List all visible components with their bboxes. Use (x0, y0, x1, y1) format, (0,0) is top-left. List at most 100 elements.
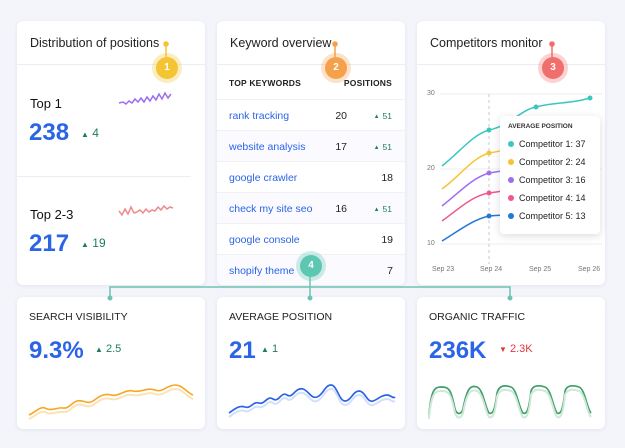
legend-dot (508, 141, 514, 147)
top23-delta: ▲ 19 (81, 236, 106, 250)
top1-sparkline (118, 91, 172, 105)
up-arrow-icon: ▲ (261, 345, 269, 354)
legend-value: 24 (575, 157, 586, 167)
legend-title: AVERAGE POSITION (508, 123, 573, 130)
keyword-change-value: 51 (382, 142, 392, 152)
keyword-title: Keyword overview (230, 36, 332, 50)
legend-item: Competitor 3: 16 (508, 175, 586, 185)
up-arrow-icon: ▲ (373, 207, 380, 213)
avg-position-delta: ▲ 1 (261, 343, 278, 355)
col-positions: POSITIONS (343, 78, 392, 88)
traffic-delta: ▼ 2.3K (499, 343, 533, 355)
legend-item: Competitor 1: 37 (508, 139, 586, 149)
callout-badge-2: 2 (325, 57, 347, 79)
visibility-delta-value: 2.5 (105, 343, 122, 355)
keyword-change: ▲ 51 (374, 142, 392, 152)
x-tick-label: Sep 24 (480, 266, 503, 273)
competitors-legend-tooltip: AVERAGE POSITION Competitor 1: 37 Compet… (500, 116, 600, 234)
visibility-title: SEARCH VISIBILITY (29, 311, 128, 323)
y-tick-label: 20 (427, 165, 435, 172)
distribution-divider (17, 176, 191, 177)
legend-dot (508, 177, 514, 183)
keyword-position: 20 (335, 110, 347, 122)
top1-label: Top 1 (30, 96, 62, 111)
up-arrow-icon: ▲ (81, 240, 89, 249)
competitor-1-point (486, 127, 492, 133)
y-tick-label: 10 (427, 240, 435, 247)
legend-item: Competitor 5: 13 (508, 211, 586, 221)
table-row: google crawler 18 (217, 161, 405, 192)
keyword-change: ▲ 51 (374, 111, 392, 121)
down-arrow-icon: ▼ (499, 345, 507, 354)
up-arrow-icon: ▲ (373, 145, 380, 151)
keyword-link[interactable]: google console (229, 234, 300, 246)
competitor-5-point (486, 213, 492, 219)
top23-delta-value: 19 (92, 236, 106, 250)
legend-dot (508, 213, 514, 219)
keyword-change-value: 51 (382, 204, 392, 214)
visibility-delta: ▲ 2.5 (95, 343, 121, 355)
legend-dot (508, 159, 514, 165)
competitors-title: Competitors monitor (430, 36, 543, 50)
legend-name: Competitor 1 (519, 139, 571, 149)
legend-name: Competitor 5 (519, 211, 571, 221)
legend-name: Competitor 2 (519, 157, 571, 167)
visibility-value: 9.3% (29, 337, 84, 364)
legend-item: Competitor 2: 24 (508, 157, 586, 167)
keyword-change: ▲ 51 (374, 204, 392, 214)
x-tick-label: Sep 25 (529, 266, 552, 273)
callout-badge-4: 4 (300, 255, 322, 277)
keyword-link[interactable]: shopify theme (229, 265, 295, 277)
average-position-card: AVERAGE POSITION 21 ▲ 1 (217, 297, 405, 429)
legend-value: 13 (575, 211, 586, 221)
keyword-position: 17 (335, 141, 347, 153)
visibility-sparkline (28, 384, 194, 420)
callout-badge-1: 1 (156, 57, 178, 79)
keyword-link[interactable]: check my site seo (229, 203, 313, 215)
top1-value: 238 (29, 119, 70, 146)
competitor-1-point (587, 95, 593, 101)
col-top-keywords: TOP KEYWORDS (229, 78, 301, 88)
distribution-card-header: Distribution of positions (17, 21, 205, 65)
keyword-position: 16 (335, 203, 347, 215)
legend-name: Competitor 4 (519, 193, 571, 203)
competitor-2-point (486, 150, 492, 156)
x-tick-label: Sep 26 (578, 266, 601, 273)
keyword-position: 7 (387, 265, 393, 277)
keyword-position: 19 (381, 234, 393, 246)
keyword-link[interactable]: google crawler (229, 172, 298, 184)
competitor-1-point (533, 104, 539, 110)
table-row: check my site seo 16 ▲ 51 (217, 192, 405, 223)
competitor-4-point (486, 190, 492, 196)
legend-item: Competitor 4: 14 (508, 193, 586, 203)
top23-value: 217 (29, 230, 70, 257)
traffic-sparkline (428, 384, 592, 420)
table-row: website analysis 17 ▲ 51 (217, 130, 405, 161)
search-visibility-card: SEARCH VISIBILITY 9.3% ▲ 2.5 (17, 297, 205, 429)
avg-position-value: 21 (229, 337, 256, 364)
table-row: rank tracking 20 ▲ 51 (217, 99, 405, 130)
distribution-title: Distribution of positions (30, 36, 160, 50)
keyword-position: 18 (381, 172, 393, 184)
avg-position-sparkline (228, 384, 396, 418)
organic-traffic-card: ORGANIC TRAFFIC 236K ▼ 2.3K (417, 297, 605, 429)
top23-label: Top 2-3 (30, 207, 74, 222)
up-arrow-icon: ▲ (95, 345, 103, 354)
keyword-link[interactable]: website analysis (229, 141, 306, 153)
up-arrow-icon: ▲ (81, 130, 89, 139)
top1-delta-value: 4 (92, 126, 99, 140)
y-tick-label: 30 (427, 90, 435, 97)
keyword-card-header: Keyword overview (217, 21, 405, 65)
callout-badge-3: 3 (542, 57, 564, 79)
up-arrow-icon: ▲ (373, 114, 380, 120)
keyword-link[interactable]: rank tracking (229, 110, 290, 122)
traffic-delta-value: 2.3K (509, 343, 533, 355)
avg-position-title: AVERAGE POSITION (229, 311, 333, 323)
competitors-card-header: Competitors monitor (417, 21, 605, 65)
legend-value: 37 (575, 139, 586, 149)
top1-delta: ▲ 4 (81, 126, 99, 140)
keyword-overview-card: Keyword overview TOP KEYWORDS POSITIONS … (217, 21, 405, 285)
legend-value: 14 (575, 193, 586, 203)
table-row: google console 19 (217, 223, 405, 254)
competitor-3-point (486, 170, 492, 176)
